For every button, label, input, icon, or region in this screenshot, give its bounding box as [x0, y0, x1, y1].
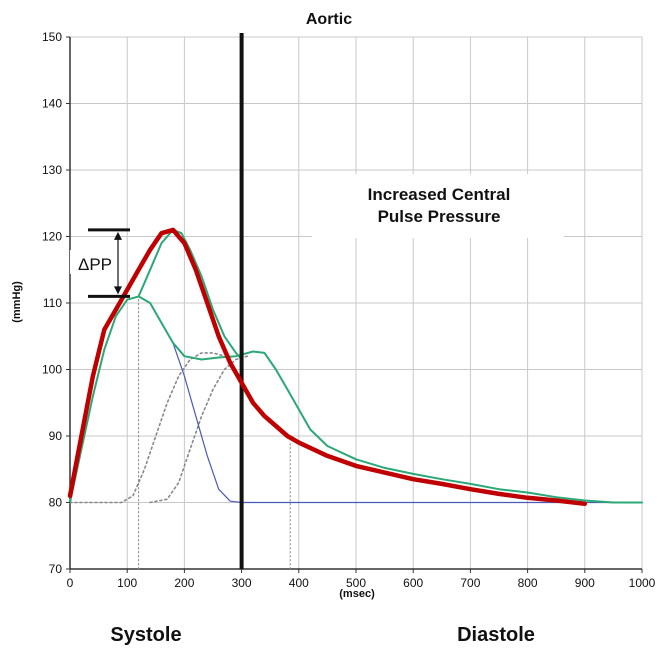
- x-tick-label: 100: [117, 576, 137, 590]
- systole-label: Systole: [110, 624, 181, 646]
- delta-pp-marker: [88, 228, 130, 298]
- increased-pressure-red: [67, 227, 588, 507]
- y-tick-label: 150: [42, 30, 62, 44]
- x-tick-label: 1000: [629, 576, 656, 590]
- tick-labels: 0 100 200 300 400 500 600 700 800 900 1000 70 80 90 10…: [42, 30, 656, 590]
- y-axis-label: (mmHg): [11, 281, 23, 323]
- y-tick-label: 100: [42, 363, 62, 377]
- y-tick-label: 80: [49, 496, 63, 510]
- y-tick-label: 90: [49, 429, 63, 443]
- chart-title: Aortic: [306, 11, 352, 28]
- annotation-line-2: Pulse Pressure: [378, 207, 501, 226]
- delta-arrow-up: [114, 231, 122, 240]
- normal-pressure-green: [69, 295, 643, 504]
- y-tick-label: 130: [42, 163, 62, 177]
- x-tick-label: 700: [460, 576, 480, 590]
- x-axis-label: (msec): [339, 588, 375, 600]
- grid: [69, 36, 643, 570]
- x-tick-label: 400: [289, 576, 309, 590]
- x-tick-label: 500: [346, 576, 366, 590]
- reflected-wave-dotted-1: [69, 352, 226, 504]
- curves: [67, 33, 643, 570]
- diastole-label: Diastole: [457, 624, 535, 646]
- x-tick-label: 800: [518, 576, 538, 590]
- annotation-line-1: Increased Central: [368, 185, 511, 204]
- delta-arrow-down: [114, 286, 122, 295]
- annotation-box: [312, 174, 564, 238]
- y-tick-label: 120: [42, 230, 62, 244]
- x-tick-label: 600: [403, 576, 423, 590]
- y-tick-label: 110: [43, 296, 62, 310]
- x-tick-label: 300: [232, 576, 252, 590]
- delta-label-bg: [70, 250, 114, 274]
- delta-pp-label: ΔPP: [78, 255, 112, 274]
- green-peak-segment: [137, 228, 243, 361]
- reflected-wave-dotted-2: [149, 355, 249, 504]
- y-tick-label: 70: [49, 562, 63, 576]
- x-tick-label: 900: [575, 576, 595, 590]
- x-tick-label: 200: [174, 576, 194, 590]
- y-tick-label: 140: [42, 97, 62, 111]
- x-tick-label: 0: [67, 576, 74, 590]
